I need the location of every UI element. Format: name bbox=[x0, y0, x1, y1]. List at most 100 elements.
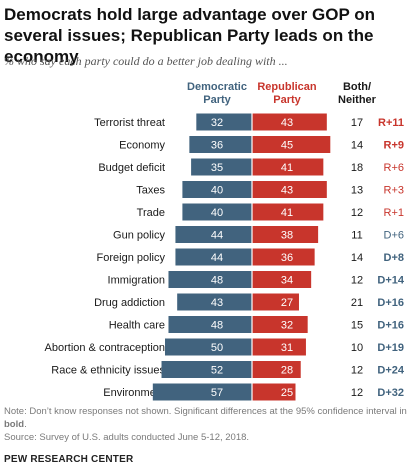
chart-notes: Note: Don’t know responses not shown. Si… bbox=[4, 405, 414, 444]
bar-republican bbox=[252, 113, 327, 131]
bar-democratic bbox=[196, 113, 252, 131]
both-neither-value: 12 bbox=[351, 275, 363, 287]
category-label: Race & ethnicity issues bbox=[51, 365, 165, 377]
both-neither-value: 12 bbox=[351, 207, 363, 219]
note-suffix: . bbox=[24, 419, 27, 430]
difference-value: R+11 bbox=[378, 117, 404, 129]
bar-label-democratic: 40 bbox=[211, 185, 223, 197]
bar-label-democratic: 50 bbox=[211, 342, 223, 354]
bar-label-democratic: 43 bbox=[211, 297, 223, 309]
category-label: Health care bbox=[109, 320, 165, 332]
bar-democratic bbox=[175, 226, 252, 243]
category-label: Drug addiction bbox=[94, 297, 165, 309]
category-label: Terrorist threat bbox=[94, 117, 165, 129]
bar-label-democratic: 48 bbox=[211, 320, 223, 332]
difference-value: D+32 bbox=[377, 387, 404, 399]
bar-democratic bbox=[189, 136, 252, 153]
bar-label-republican: 41 bbox=[281, 207, 293, 219]
difference-value: R+1 bbox=[384, 207, 405, 219]
bar-republican bbox=[252, 293, 299, 311]
bar-democratic bbox=[168, 271, 252, 288]
bar-label-republican: 32 bbox=[281, 320, 293, 332]
bar-label-democratic: 57 bbox=[211, 387, 223, 399]
bar-label-democratic: 32 bbox=[211, 117, 223, 129]
category-label: Budget deficit bbox=[98, 162, 165, 174]
note-text: Note: Don’t know responses not shown. Si… bbox=[4, 405, 414, 431]
bar-democratic bbox=[165, 338, 252, 356]
bar-label-republican: 25 bbox=[281, 387, 293, 399]
difference-value: D+14 bbox=[377, 275, 404, 287]
both-neither-value: 12 bbox=[351, 365, 363, 377]
both-neither-value: 21 bbox=[351, 297, 363, 309]
bar-republican bbox=[252, 271, 312, 288]
difference-value: R+6 bbox=[384, 162, 405, 174]
bar-democratic bbox=[182, 181, 252, 198]
bar-republican bbox=[252, 338, 306, 356]
bar-republican bbox=[252, 226, 319, 243]
bar-label-democratic: 35 bbox=[211, 162, 223, 174]
brand-footer: PEW RESEARCH CENTER bbox=[4, 454, 134, 465]
bar-label-republican: 36 bbox=[281, 252, 293, 264]
bar-label-republican: 43 bbox=[281, 117, 293, 129]
header-democratic-line-1: Party bbox=[203, 94, 231, 106]
both-neither-value: 15 bbox=[351, 320, 363, 332]
both-neither-value: 14 bbox=[351, 252, 363, 264]
bar-democratic bbox=[175, 248, 252, 266]
bar-republican bbox=[252, 316, 308, 333]
bar-republican bbox=[252, 361, 301, 378]
category-label: Trade bbox=[137, 207, 165, 219]
chart-title: Democrats hold large advantage over GOP … bbox=[4, 5, 375, 66]
both-neither-value: 14 bbox=[351, 140, 363, 152]
category-label: Foreign policy bbox=[97, 252, 166, 264]
bar-republican bbox=[252, 181, 327, 198]
bar-label-democratic: 48 bbox=[211, 275, 223, 287]
header-both-neither-line-0: Both/ bbox=[343, 81, 371, 93]
bar-label-democratic: 40 bbox=[211, 207, 223, 219]
bar-democratic bbox=[161, 361, 252, 378]
bar-republican bbox=[252, 383, 296, 401]
bar-republican bbox=[252, 158, 324, 176]
bar-label-democratic: 44 bbox=[211, 230, 223, 242]
category-label: Abortion & contraception bbox=[45, 342, 165, 354]
note-bold: bold bbox=[4, 419, 25, 430]
both-neither-value: 12 bbox=[351, 387, 363, 399]
bar-democratic bbox=[182, 203, 252, 221]
bar-democratic bbox=[191, 158, 252, 176]
category-label: Taxes bbox=[136, 185, 165, 197]
difference-value: D+8 bbox=[384, 252, 405, 264]
difference-value: D+16 bbox=[377, 297, 404, 309]
both-neither-value: 18 bbox=[351, 162, 363, 174]
bar-label-republican: 41 bbox=[281, 162, 293, 174]
diverging-bar-chart: DemocraticPartyRepublicanPartyBoth/Neith… bbox=[45, 81, 405, 401]
bar-label-democratic: 44 bbox=[211, 252, 223, 264]
bar-label-democratic: 36 bbox=[211, 140, 223, 152]
note-prefix: Note: Don’t know responses not shown. Si… bbox=[4, 406, 407, 417]
both-neither-value: 11 bbox=[351, 230, 362, 242]
bar-republican bbox=[252, 136, 331, 153]
difference-value: D+6 bbox=[384, 230, 405, 242]
difference-value: D+16 bbox=[377, 320, 404, 332]
bar-republican bbox=[252, 203, 324, 221]
category-label: Economy bbox=[119, 140, 165, 152]
both-neither-value: 17 bbox=[351, 117, 363, 129]
chart-subtitle: % who say each party could do a better j… bbox=[4, 54, 288, 68]
bar-democratic bbox=[168, 316, 252, 333]
bar-label-republican: 45 bbox=[281, 140, 293, 152]
difference-value: D+19 bbox=[377, 342, 404, 354]
header-republican-line-0: Republican bbox=[257, 81, 317, 93]
bar-label-republican: 43 bbox=[281, 185, 293, 197]
category-label: Immigration bbox=[108, 275, 165, 287]
bar-label-republican: 34 bbox=[281, 275, 293, 287]
both-neither-value: 13 bbox=[351, 185, 363, 197]
header-republican-line-1: Party bbox=[273, 94, 301, 106]
bar-democratic bbox=[177, 293, 252, 311]
bar-label-republican: 27 bbox=[281, 297, 293, 309]
source-text: Source: Survey of U.S. adults conducted … bbox=[4, 432, 250, 443]
difference-value: R+3 bbox=[384, 185, 405, 197]
bar-label-republican: 28 bbox=[281, 365, 293, 377]
difference-value: R+9 bbox=[384, 140, 405, 152]
both-neither-value: 10 bbox=[351, 342, 363, 354]
bar-republican bbox=[252, 248, 315, 266]
header-democratic-line-0: Democratic bbox=[187, 81, 247, 93]
